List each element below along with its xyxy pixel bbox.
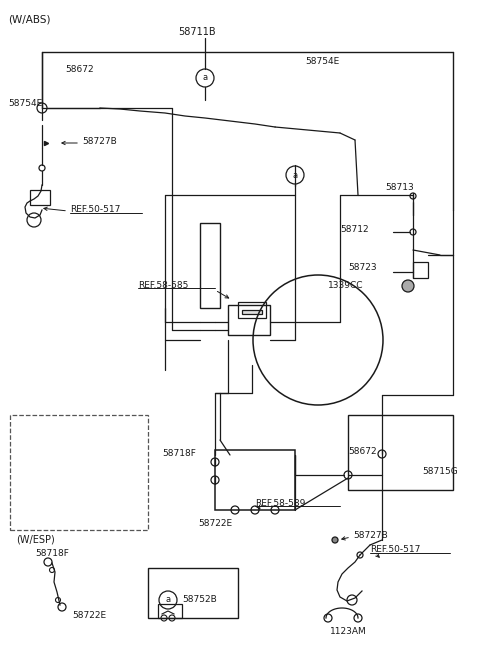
Text: 58718F: 58718F [162,449,196,457]
Text: 1339CC: 1339CC [328,280,363,290]
Circle shape [402,280,414,292]
Text: 1123AM: 1123AM [330,627,367,637]
Text: REF.50-517: REF.50-517 [70,206,120,214]
Text: 58752B: 58752B [182,595,217,605]
Bar [10,415,148,530]
Text: 58722E: 58722E [72,610,106,620]
Text: (W/ABS): (W/ABS) [8,14,50,24]
Bar [413,262,428,278]
Text: 58723: 58723 [348,263,377,272]
Bar [215,450,295,510]
Circle shape [332,537,338,543]
Text: REF.58-589: REF.58-589 [255,498,305,508]
Text: a: a [166,595,170,605]
Text: 58715G: 58715G [422,468,458,476]
Text: 58754E: 58754E [8,98,42,107]
Bar [348,415,453,490]
Bar [242,310,262,314]
Text: 58754E: 58754E [305,58,339,67]
Text: a: a [292,170,298,179]
Text: a: a [203,73,207,83]
Bar [228,305,270,335]
Text: 58713: 58713 [385,183,414,193]
Text: 58712: 58712 [340,225,369,234]
Text: 58722E: 58722E [198,519,232,529]
Bar [158,604,182,618]
Text: 58727B: 58727B [353,531,388,540]
Bar [200,223,220,308]
Bar [148,568,238,618]
Text: 58672: 58672 [348,447,377,457]
Text: REF.50-517: REF.50-517 [370,546,420,555]
Bar [238,302,266,318]
Text: 58711B: 58711B [178,27,216,37]
Text: 58672: 58672 [65,66,94,75]
Text: 58727B: 58727B [82,138,117,147]
Bar [30,190,50,205]
Text: (W/ESP): (W/ESP) [16,535,55,545]
Text: 58718F: 58718F [35,548,69,557]
Text: REF.58-585: REF.58-585 [138,280,188,290]
